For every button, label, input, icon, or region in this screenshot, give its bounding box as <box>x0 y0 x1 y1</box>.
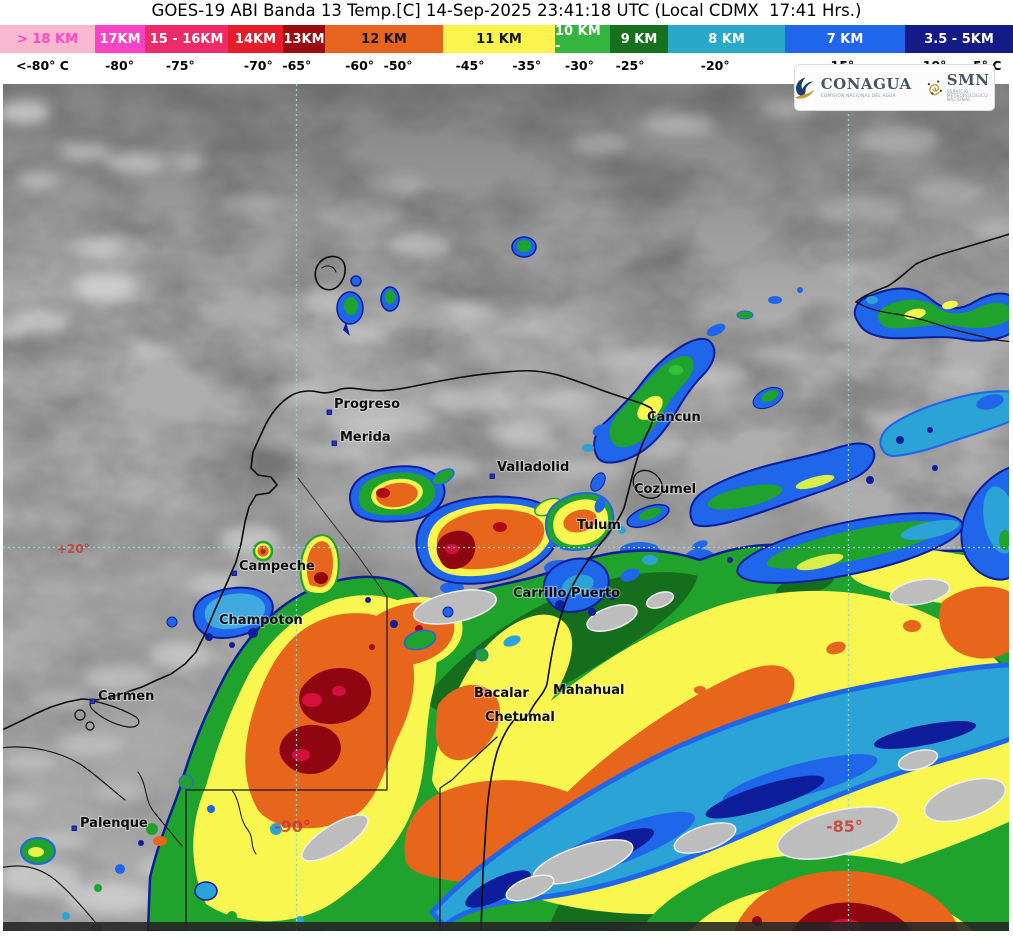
city-label-palenque: Palenque <box>80 816 148 831</box>
scale-seg-17km: 17KM <box>95 25 146 53</box>
scale-seg-15-16km: 15 - 16KM <box>145 25 228 53</box>
city-label-carmen: Carmen <box>98 689 154 704</box>
city-label-merida: Merida <box>340 430 391 445</box>
coastline-layer <box>3 233 1009 931</box>
scale-seg-12km: 12 KM <box>325 25 443 53</box>
satellite-map: +20° -90° -85° Progreso Merida Valladoli… <box>3 84 1009 931</box>
city-marker <box>489 473 495 479</box>
temp-tick: -50° <box>383 58 413 73</box>
smn-subtitle: SERVICIO METEOROLÓGICO NACIONAL <box>946 88 988 103</box>
city-label-carrillo-puerto: Carrillo Puerto <box>513 586 620 601</box>
city-label-bacalar: Bacalar <box>474 686 529 701</box>
smn-logo: SMN SERVICIO METEOROLÓGICO NACIONAL <box>926 70 999 103</box>
scale-seg-9km: 9 KM <box>610 25 669 53</box>
city-label-cozumel: Cozumel <box>634 482 696 497</box>
agency-logos: CONAGUA COMISIÓN NACIONAL DEL AGUA SMN S… <box>794 64 995 111</box>
city-marker <box>331 440 337 446</box>
scale-seg-10km: 10 KM - <box>555 24 610 54</box>
temp-tick: -45° <box>455 58 485 73</box>
city-labels: Progreso Merida Valladolid Cancun Cozume… <box>79 396 702 832</box>
city-marker <box>89 698 95 704</box>
conagua-name: CONAGUA <box>820 74 912 93</box>
temp-tick: -60° <box>345 58 375 73</box>
image-bottom-edge <box>3 922 1009 931</box>
temp-tick: <-80° C <box>16 58 69 73</box>
city-label-valladolid: Valladolid <box>497 460 569 475</box>
smn-name: SMN <box>946 70 990 89</box>
coordinate-labels: +20° -90° -85° <box>57 542 863 836</box>
storm-systems-layer <box>20 236 1009 931</box>
temp-tick: -65° <box>282 58 312 73</box>
conagua-logo: CONAGUA COMISIÓN NACIONAL DEL AGUA <box>791 74 912 101</box>
temp-tick: -80° <box>105 58 134 73</box>
lon-label-85w: -85° <box>826 817 863 836</box>
altitude-color-scale: > 18 KM 17KM 15 - 16KM 14KM 13KM 12 KM 1… <box>0 24 1013 54</box>
conagua-wave-icon <box>794 77 814 99</box>
scale-seg-8km: 8 KM <box>668 25 786 53</box>
city-markers <box>71 409 495 831</box>
city-label-chetumal: Chetumal <box>485 710 555 725</box>
city-label-campeche: Campeche <box>239 559 315 574</box>
scale-seg-13km: 13KM <box>282 25 325 53</box>
scale-seg-18km: > 18 KM <box>0 25 95 53</box>
temp-tick: -75° <box>165 58 195 73</box>
city-label-tulum: Tulum <box>577 518 621 533</box>
temp-tick: -35° <box>512 58 542 73</box>
scale-seg-7km: 7 KM <box>785 25 906 53</box>
lon-label-90w: -90° <box>274 817 311 836</box>
city-label-mahahual: Mahahual <box>553 683 624 698</box>
scale-seg-11km: 11 KM <box>442 25 555 53</box>
image-title: GOES-19 ABI Banda 13 Temp.[C] 14-Sep-202… <box>151 1 862 20</box>
city-label-progreso: Progreso <box>334 397 400 412</box>
temp-tick: -25° <box>615 58 645 73</box>
city-label-champoton: Champoton <box>219 613 303 628</box>
temp-tick: -20° <box>700 58 730 73</box>
city-label-cancun: Cancun <box>647 410 701 425</box>
temp-tick: -30° <box>565 58 594 73</box>
city-marker <box>326 409 332 415</box>
conagua-subtitle: COMISIÓN NACIONAL DEL AGUA <box>820 92 896 98</box>
city-marker <box>231 570 237 576</box>
temp-tick: -70° <box>243 58 273 73</box>
scale-seg-14km: 14KM <box>227 25 283 53</box>
scale-seg-3-5km: 3.5 - 5KM <box>905 25 1013 53</box>
city-marker <box>71 825 77 831</box>
lat-label-20n: +20° <box>57 542 90 556</box>
smn-spiral-icon <box>927 80 942 96</box>
graticule-gridlines <box>3 84 1009 931</box>
